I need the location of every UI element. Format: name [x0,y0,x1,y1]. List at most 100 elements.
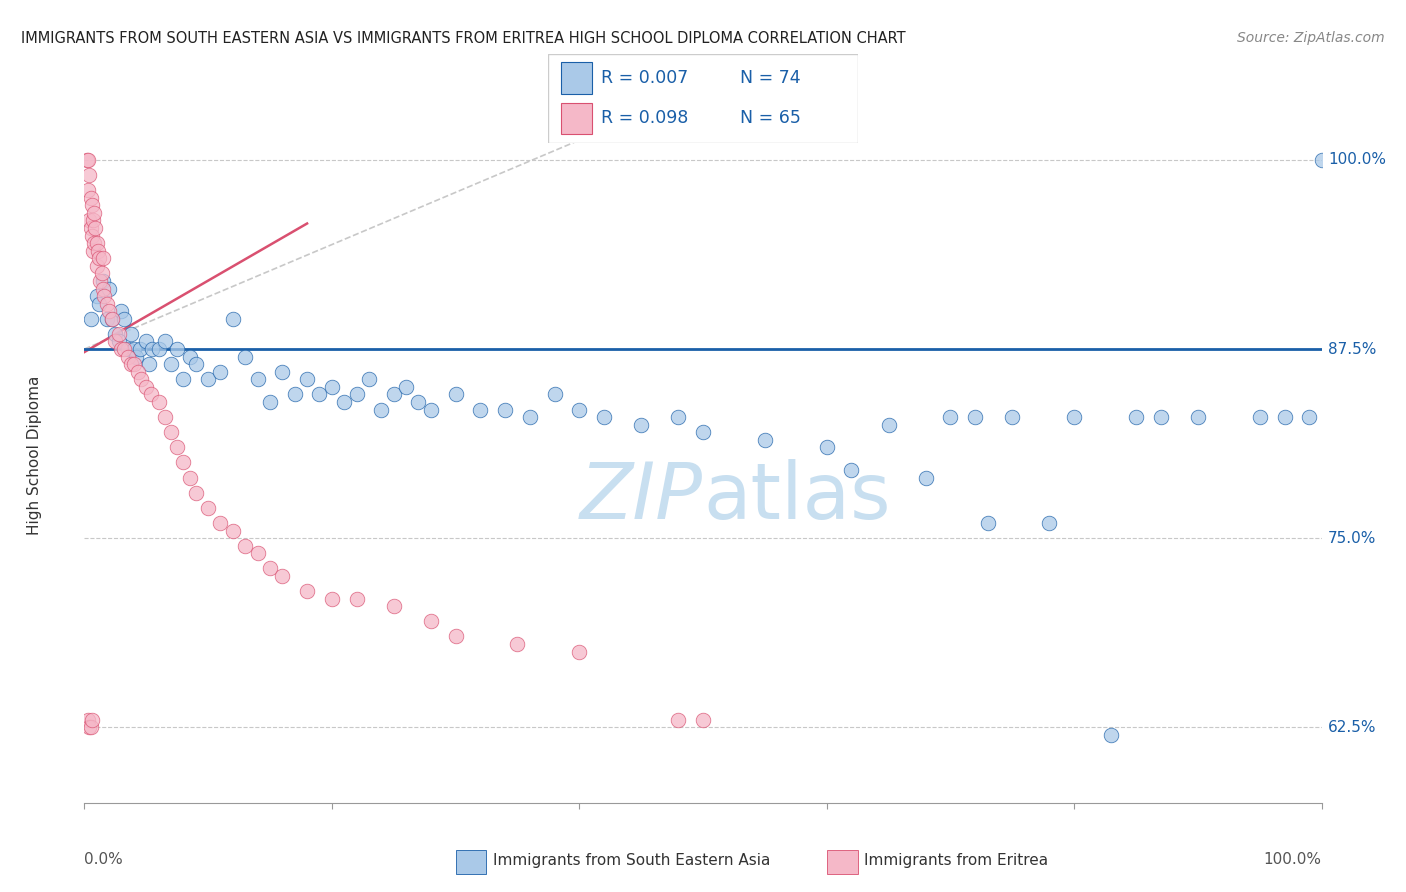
Point [172,372,194,386]
Point [82,213,104,227]
Point [86,236,108,251]
Point [160,425,183,440]
Point [79,311,101,326]
Point [84,221,107,235]
Point [209,365,232,379]
Point [444,387,467,401]
Point [122,342,145,356]
Point [419,402,441,417]
Point [91,281,114,295]
Text: IMMIGRANTS FROM SOUTH EASTERN ASIA VS IMMIGRANTS FROM ERITREA HIGH SCHOOL DIPLOM: IMMIGRANTS FROM SOUTH EASTERN ASIA VS IM… [21,31,905,46]
Point [308,387,330,401]
Point [408,395,430,409]
Point [79,168,101,182]
Point [122,357,145,371]
Point [104,334,127,349]
Point [108,326,131,341]
Text: 100.0%: 100.0% [1327,153,1386,168]
Point [100,311,122,326]
Point [117,350,139,364]
Point [1249,410,1271,425]
Text: Immigrants from South Eastern Asia: Immigrants from South Eastern Asia [492,854,770,868]
Point [333,395,356,409]
Point [346,591,368,606]
Point [112,311,135,326]
Point [86,259,108,273]
Point [82,244,104,258]
FancyBboxPatch shape [456,849,486,874]
Point [184,485,207,500]
Point [89,274,111,288]
Point [593,410,616,425]
Point [233,350,256,364]
Point [370,402,392,417]
Text: ZIP: ZIP [581,458,703,534]
Point [1001,410,1024,425]
Point [568,402,591,417]
Point [87,244,110,258]
Text: 75.0%: 75.0% [1327,531,1376,546]
Point [444,629,467,643]
Text: N = 74: N = 74 [740,69,801,87]
Point [120,357,142,371]
Point [120,326,142,341]
Point [83,206,105,220]
Point [692,425,714,440]
Point [1063,410,1085,425]
Point [222,524,245,538]
Point [692,713,714,727]
Point [96,296,118,310]
Text: 0.0%: 0.0% [84,852,124,866]
Point [357,372,380,386]
Point [141,342,163,356]
Point [153,410,176,425]
Point [754,433,776,447]
Point [209,516,232,530]
Point [179,350,201,364]
Point [125,350,148,364]
Point [100,311,122,326]
Point [382,599,405,614]
Point [135,334,157,349]
Point [77,183,100,197]
Point [197,500,219,515]
Point [295,584,318,599]
Text: 62.5%: 62.5% [1327,720,1376,735]
Point [494,402,516,417]
Point [79,191,101,205]
FancyBboxPatch shape [561,62,592,94]
Point [91,274,114,288]
Text: 87.5%: 87.5% [1327,342,1376,357]
Point [91,252,114,266]
Point [321,380,343,394]
Point [382,387,405,401]
Text: Source: ZipAtlas.com: Source: ZipAtlas.com [1237,31,1385,45]
Text: 100.0%: 100.0% [1264,852,1322,866]
Point [160,357,183,371]
Point [295,372,318,386]
FancyBboxPatch shape [827,849,858,874]
Point [76,153,98,167]
Point [841,463,863,477]
Point [108,334,131,349]
Point [939,410,962,425]
Point [80,228,103,243]
Point [1099,728,1122,742]
Point [77,713,100,727]
Point [666,713,689,727]
Point [110,304,132,318]
Point [519,410,541,425]
Text: High School Diploma: High School Diploma [27,376,42,534]
Point [96,311,118,326]
Point [976,516,998,530]
Point [246,372,269,386]
Point [395,380,418,394]
Point [135,380,157,394]
Point [179,470,201,484]
Point [79,213,101,227]
Point [1125,410,1147,425]
Point [543,387,565,401]
Point [79,720,101,734]
Point [148,395,170,409]
Point [321,591,343,606]
